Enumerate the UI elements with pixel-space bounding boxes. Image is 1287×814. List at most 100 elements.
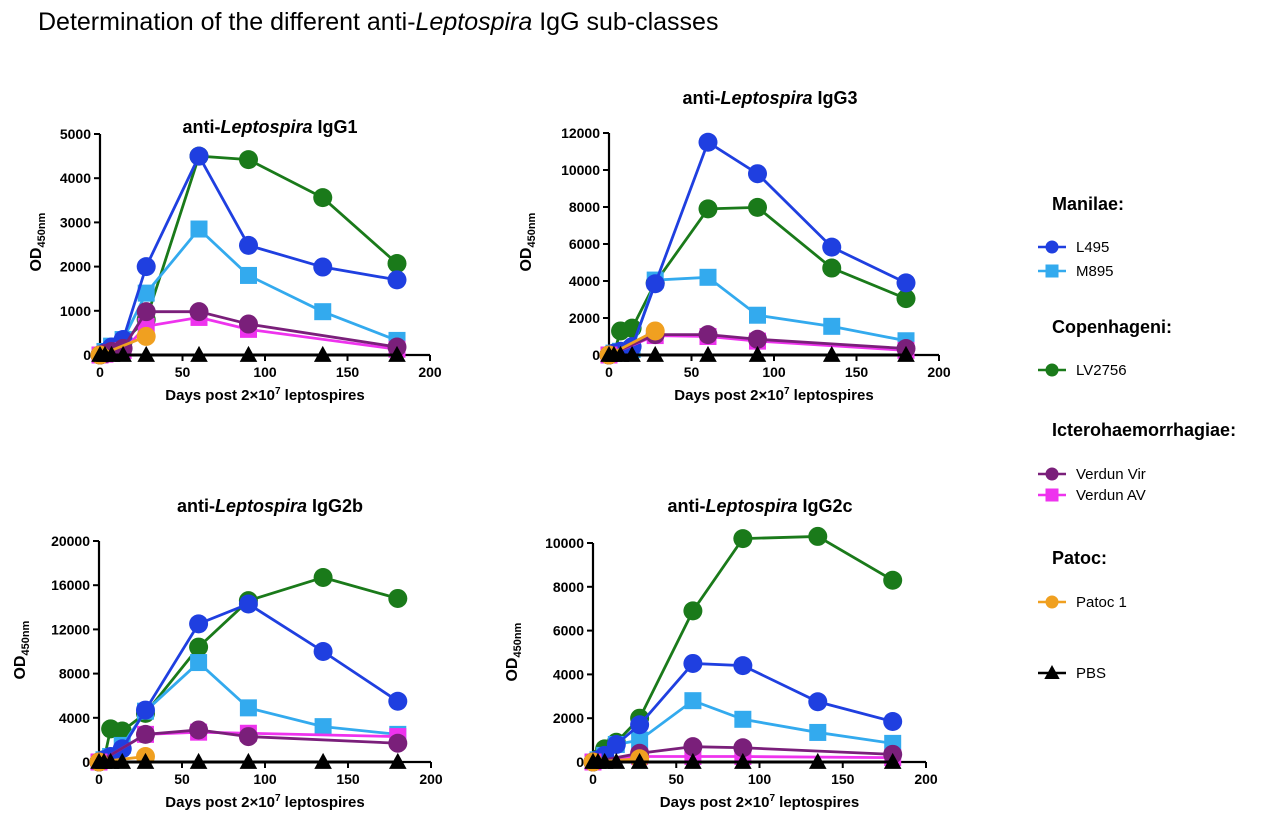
chart-title-suffix: IgG1: [312, 117, 358, 137]
y-tick-label: 6000: [569, 236, 600, 252]
x-axis-label-main: Days post 2×10: [674, 387, 784, 404]
data-point: [623, 345, 641, 362]
data-point: [239, 235, 258, 255]
legend-item-verdun-vir: Verdun Vir: [1038, 463, 1146, 485]
x-tick-label: 200: [914, 771, 938, 787]
chart-title-suffix: IgG2b: [307, 496, 364, 516]
y-tick-label: 12000: [561, 125, 600, 141]
data-point: [683, 601, 703, 621]
data-point: [684, 752, 702, 769]
x-tick-label: 100: [253, 771, 277, 787]
data-point: [136, 326, 156, 346]
x-axis-label: Days post 2×107 leptospires: [609, 386, 939, 404]
data-point: [313, 188, 333, 208]
data-point: [314, 303, 332, 321]
data-point: [683, 653, 703, 673]
legend-item-m895: M895: [1038, 260, 1114, 282]
chart-title-suffix: IgG2c: [797, 496, 853, 516]
data-point: [897, 345, 915, 362]
data-point: [313, 642, 333, 661]
series-pbs: [91, 345, 406, 362]
legend-swatch-marker: [1045, 240, 1059, 254]
data-point: [698, 325, 718, 345]
y-tick-label: 2000: [569, 310, 600, 326]
y-tick-label: 4000: [60, 170, 91, 186]
data-point: [239, 345, 258, 362]
data-point: [136, 257, 156, 277]
data-point: [239, 314, 258, 334]
y-tick-label: 1000: [60, 303, 91, 319]
y-axis-label-sub: 450nm: [512, 622, 525, 658]
data-point: [823, 317, 841, 335]
data-point: [135, 724, 155, 744]
data-point: [698, 132, 718, 152]
x-tick-label: 150: [336, 771, 360, 787]
data-point: [189, 302, 209, 322]
data-point: [189, 614, 209, 634]
legend-swatch: [1038, 467, 1066, 481]
x-tick-label: 200: [419, 771, 443, 787]
y-tick-label: 6000: [553, 623, 584, 639]
x-tick-label: 50: [174, 771, 190, 787]
data-point: [748, 164, 767, 184]
x-tick-label: 50: [668, 771, 684, 787]
x-tick-label: 150: [845, 364, 869, 380]
legend-label: L495: [1076, 238, 1110, 256]
legend-swatch-marker: [1045, 264, 1059, 278]
data-point: [314, 718, 332, 736]
legend-swatch: [1038, 665, 1066, 679]
data-point: [883, 570, 903, 590]
y-tick-label: 16000: [51, 577, 90, 593]
y-tick-label: 3000: [60, 214, 91, 230]
data-point: [822, 345, 841, 362]
data-point: [733, 656, 753, 676]
y-tick-label: 12000: [51, 621, 90, 637]
data-point: [684, 692, 702, 710]
x-axis-label-end: leptospires: [775, 794, 860, 811]
data-point: [748, 197, 767, 217]
data-point: [611, 345, 630, 362]
data-point: [645, 274, 665, 294]
data-point: [734, 752, 752, 769]
y-tick-label: 2000: [553, 710, 584, 726]
data-point: [314, 752, 332, 769]
data-point: [113, 752, 132, 769]
data-point: [808, 752, 827, 769]
x-axis-label-sup: 7: [274, 386, 281, 397]
data-point: [239, 699, 257, 717]
legend-swatch-marker: [1044, 665, 1060, 679]
y-tick-label: 20000: [51, 533, 90, 549]
x-tick-label: 0: [95, 771, 103, 787]
chart-title-prefix: anti-: [667, 496, 706, 516]
data-point: [748, 329, 767, 349]
y-tick-label: 2000: [60, 259, 91, 275]
data-point: [822, 237, 842, 257]
data-point: [822, 258, 842, 278]
data-point: [883, 711, 903, 731]
data-point: [137, 284, 155, 302]
x-axis-label-sup: 7: [769, 793, 775, 804]
x-tick-label: 0: [96, 364, 104, 380]
data-point: [102, 345, 121, 362]
data-point: [313, 257, 333, 277]
data-point: [189, 146, 209, 166]
data-point: [112, 721, 132, 741]
chart-title-suffix: IgG3: [812, 88, 858, 108]
data-point: [313, 345, 332, 362]
data-point: [809, 723, 827, 741]
data-point: [389, 752, 407, 769]
data-point: [137, 345, 155, 362]
legend-item-lv2756: LV2756: [1038, 359, 1127, 381]
data-point: [101, 752, 120, 769]
data-point: [189, 720, 209, 740]
x-tick-label: 200: [418, 364, 442, 380]
y-tick-label: 0: [82, 754, 90, 770]
data-point: [388, 691, 408, 711]
legend-item-l495: L495: [1038, 236, 1109, 258]
data-point: [808, 526, 828, 546]
chart-title-prefix: anti-: [176, 496, 215, 516]
data-point: [388, 345, 406, 362]
